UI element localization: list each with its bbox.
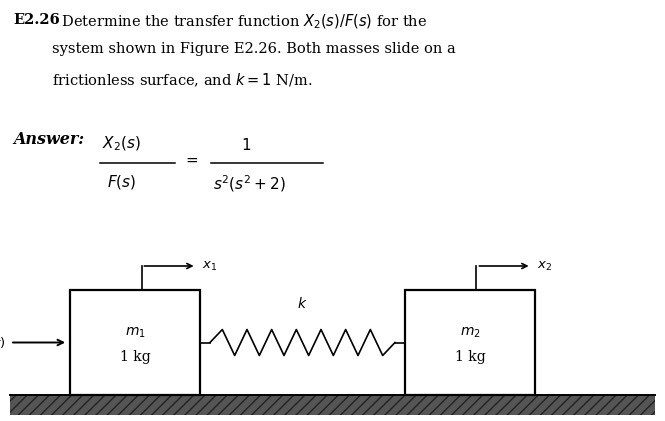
Text: 1 kg: 1 kg bbox=[120, 351, 150, 365]
Text: $=$: $=$ bbox=[183, 153, 199, 167]
Text: $X_2(s)$: $X_2(s)$ bbox=[102, 135, 141, 153]
Text: Answer:: Answer: bbox=[13, 131, 84, 148]
Text: $F(t)$: $F(t)$ bbox=[0, 335, 6, 350]
Text: $F(s)$: $F(s)$ bbox=[107, 173, 136, 191]
Bar bbox=[405, 290, 535, 395]
Text: E2.26: E2.26 bbox=[13, 13, 60, 27]
Bar bbox=[70, 290, 200, 395]
Text: $x_1$: $x_1$ bbox=[203, 259, 217, 272]
Text: frictionless surface, and $k = 1$ N/m.: frictionless surface, and $k = 1$ N/m. bbox=[52, 72, 313, 89]
Text: Determine the transfer function $X_2(s)/F(s)$ for the: Determine the transfer function $X_2(s)/… bbox=[52, 13, 427, 32]
Text: $m_2$: $m_2$ bbox=[460, 325, 480, 340]
Text: $k$: $k$ bbox=[297, 296, 308, 312]
Text: $x_2$: $x_2$ bbox=[537, 259, 553, 272]
Text: $m_1$: $m_1$ bbox=[124, 325, 146, 340]
Bar bbox=[10, 395, 655, 415]
Text: system shown in Figure E2.26. Both masses slide on a: system shown in Figure E2.26. Both masse… bbox=[52, 43, 456, 56]
Text: 1 kg: 1 kg bbox=[455, 351, 485, 365]
Text: $1$: $1$ bbox=[241, 137, 251, 153]
Text: $s^2(s^2 + 2)$: $s^2(s^2 + 2)$ bbox=[213, 173, 286, 194]
